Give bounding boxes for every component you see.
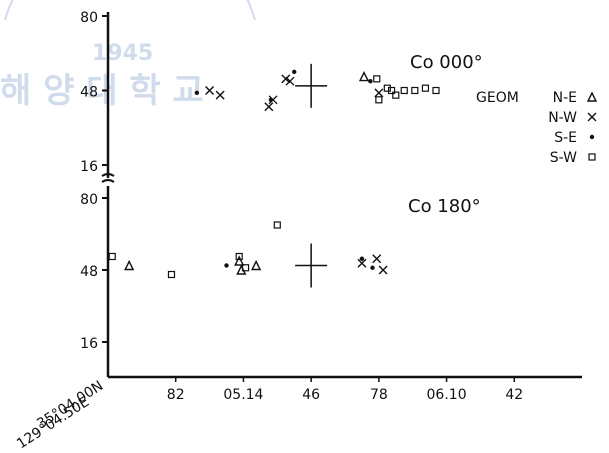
legend-marker-x: [587, 112, 597, 122]
point-triangle: [250, 259, 262, 271]
panel-title: Co 000°: [410, 52, 483, 73]
x-tick-label: 05.14: [223, 387, 263, 403]
point-square: [411, 86, 419, 95]
point-x: [215, 90, 225, 100]
legend-marker-triangle: [586, 91, 598, 102]
point-dot: [224, 263, 229, 268]
watermark-text: 해 양 대 학 교: [0, 71, 204, 111]
point-dot: [370, 265, 375, 270]
point-dot: [194, 90, 200, 96]
x-tick-label: 42: [505, 387, 523, 403]
legend: GEOM N-E N-W S-E S-W: [476, 90, 598, 166]
legend-marker-dot: [589, 134, 595, 140]
point-square: [373, 75, 381, 83]
legend-label: N-E: [553, 90, 577, 106]
point-square: [273, 221, 281, 229]
point-square: [387, 86, 396, 95]
point-x: [281, 74, 291, 84]
axis-break-mark: [101, 173, 115, 183]
watermark-arc: [4, 0, 256, 21]
data-marks: [108, 63, 440, 288]
point-dot: [268, 97, 274, 103]
legend-marker-square: [588, 153, 596, 161]
point-dot: [368, 78, 373, 84]
point-x: [374, 88, 384, 98]
point-square: [400, 86, 408, 95]
point-dot: [359, 256, 365, 261]
point-triangle: [358, 70, 370, 82]
point-square: [375, 96, 383, 104]
legend-label: S-W: [550, 150, 577, 166]
point-x: [285, 76, 295, 86]
legend-title: GEOM: [476, 90, 519, 106]
point-square: [235, 252, 243, 261]
point-triangle: [124, 259, 135, 271]
point-x: [378, 265, 388, 275]
x-tick-label: 82: [167, 387, 185, 403]
point-triangle: [234, 255, 245, 266]
y-tick-label: 48: [80, 264, 98, 280]
x-tick-label: 46: [302, 387, 320, 403]
watermark-year: 1945: [92, 41, 153, 66]
y-tick-label: 16: [80, 159, 98, 175]
legend-label: N-W: [548, 110, 577, 126]
point-square: [167, 270, 176, 279]
y-tick-label: 80: [80, 10, 98, 26]
y-tick-label: 80: [80, 192, 98, 208]
x-tick-label: 78: [370, 387, 388, 403]
panel-title: Co 180°: [408, 196, 481, 217]
point-square: [241, 264, 250, 272]
legend-label: S-E: [554, 130, 577, 146]
point-square: [383, 84, 391, 92]
point-triangle: [236, 264, 247, 275]
point-square: [432, 86, 440, 95]
x-origin-label: 129°04.50E: [14, 394, 92, 452]
point-square: [392, 91, 400, 99]
watermark-seal: 1945 해 양 대 학 교: [0, 0, 256, 111]
point-square: [108, 252, 116, 261]
point-x: [357, 258, 367, 268]
axes: [101, 12, 582, 382]
y-tick-label: 48: [80, 85, 98, 101]
x-tick-label: 06.10: [427, 387, 467, 403]
point-dot: [292, 69, 297, 75]
point-x: [205, 86, 215, 95]
y-tick-label: 16: [80, 336, 98, 352]
point-x: [264, 102, 274, 112]
point-square: [421, 84, 430, 92]
point-x: [372, 254, 382, 264]
